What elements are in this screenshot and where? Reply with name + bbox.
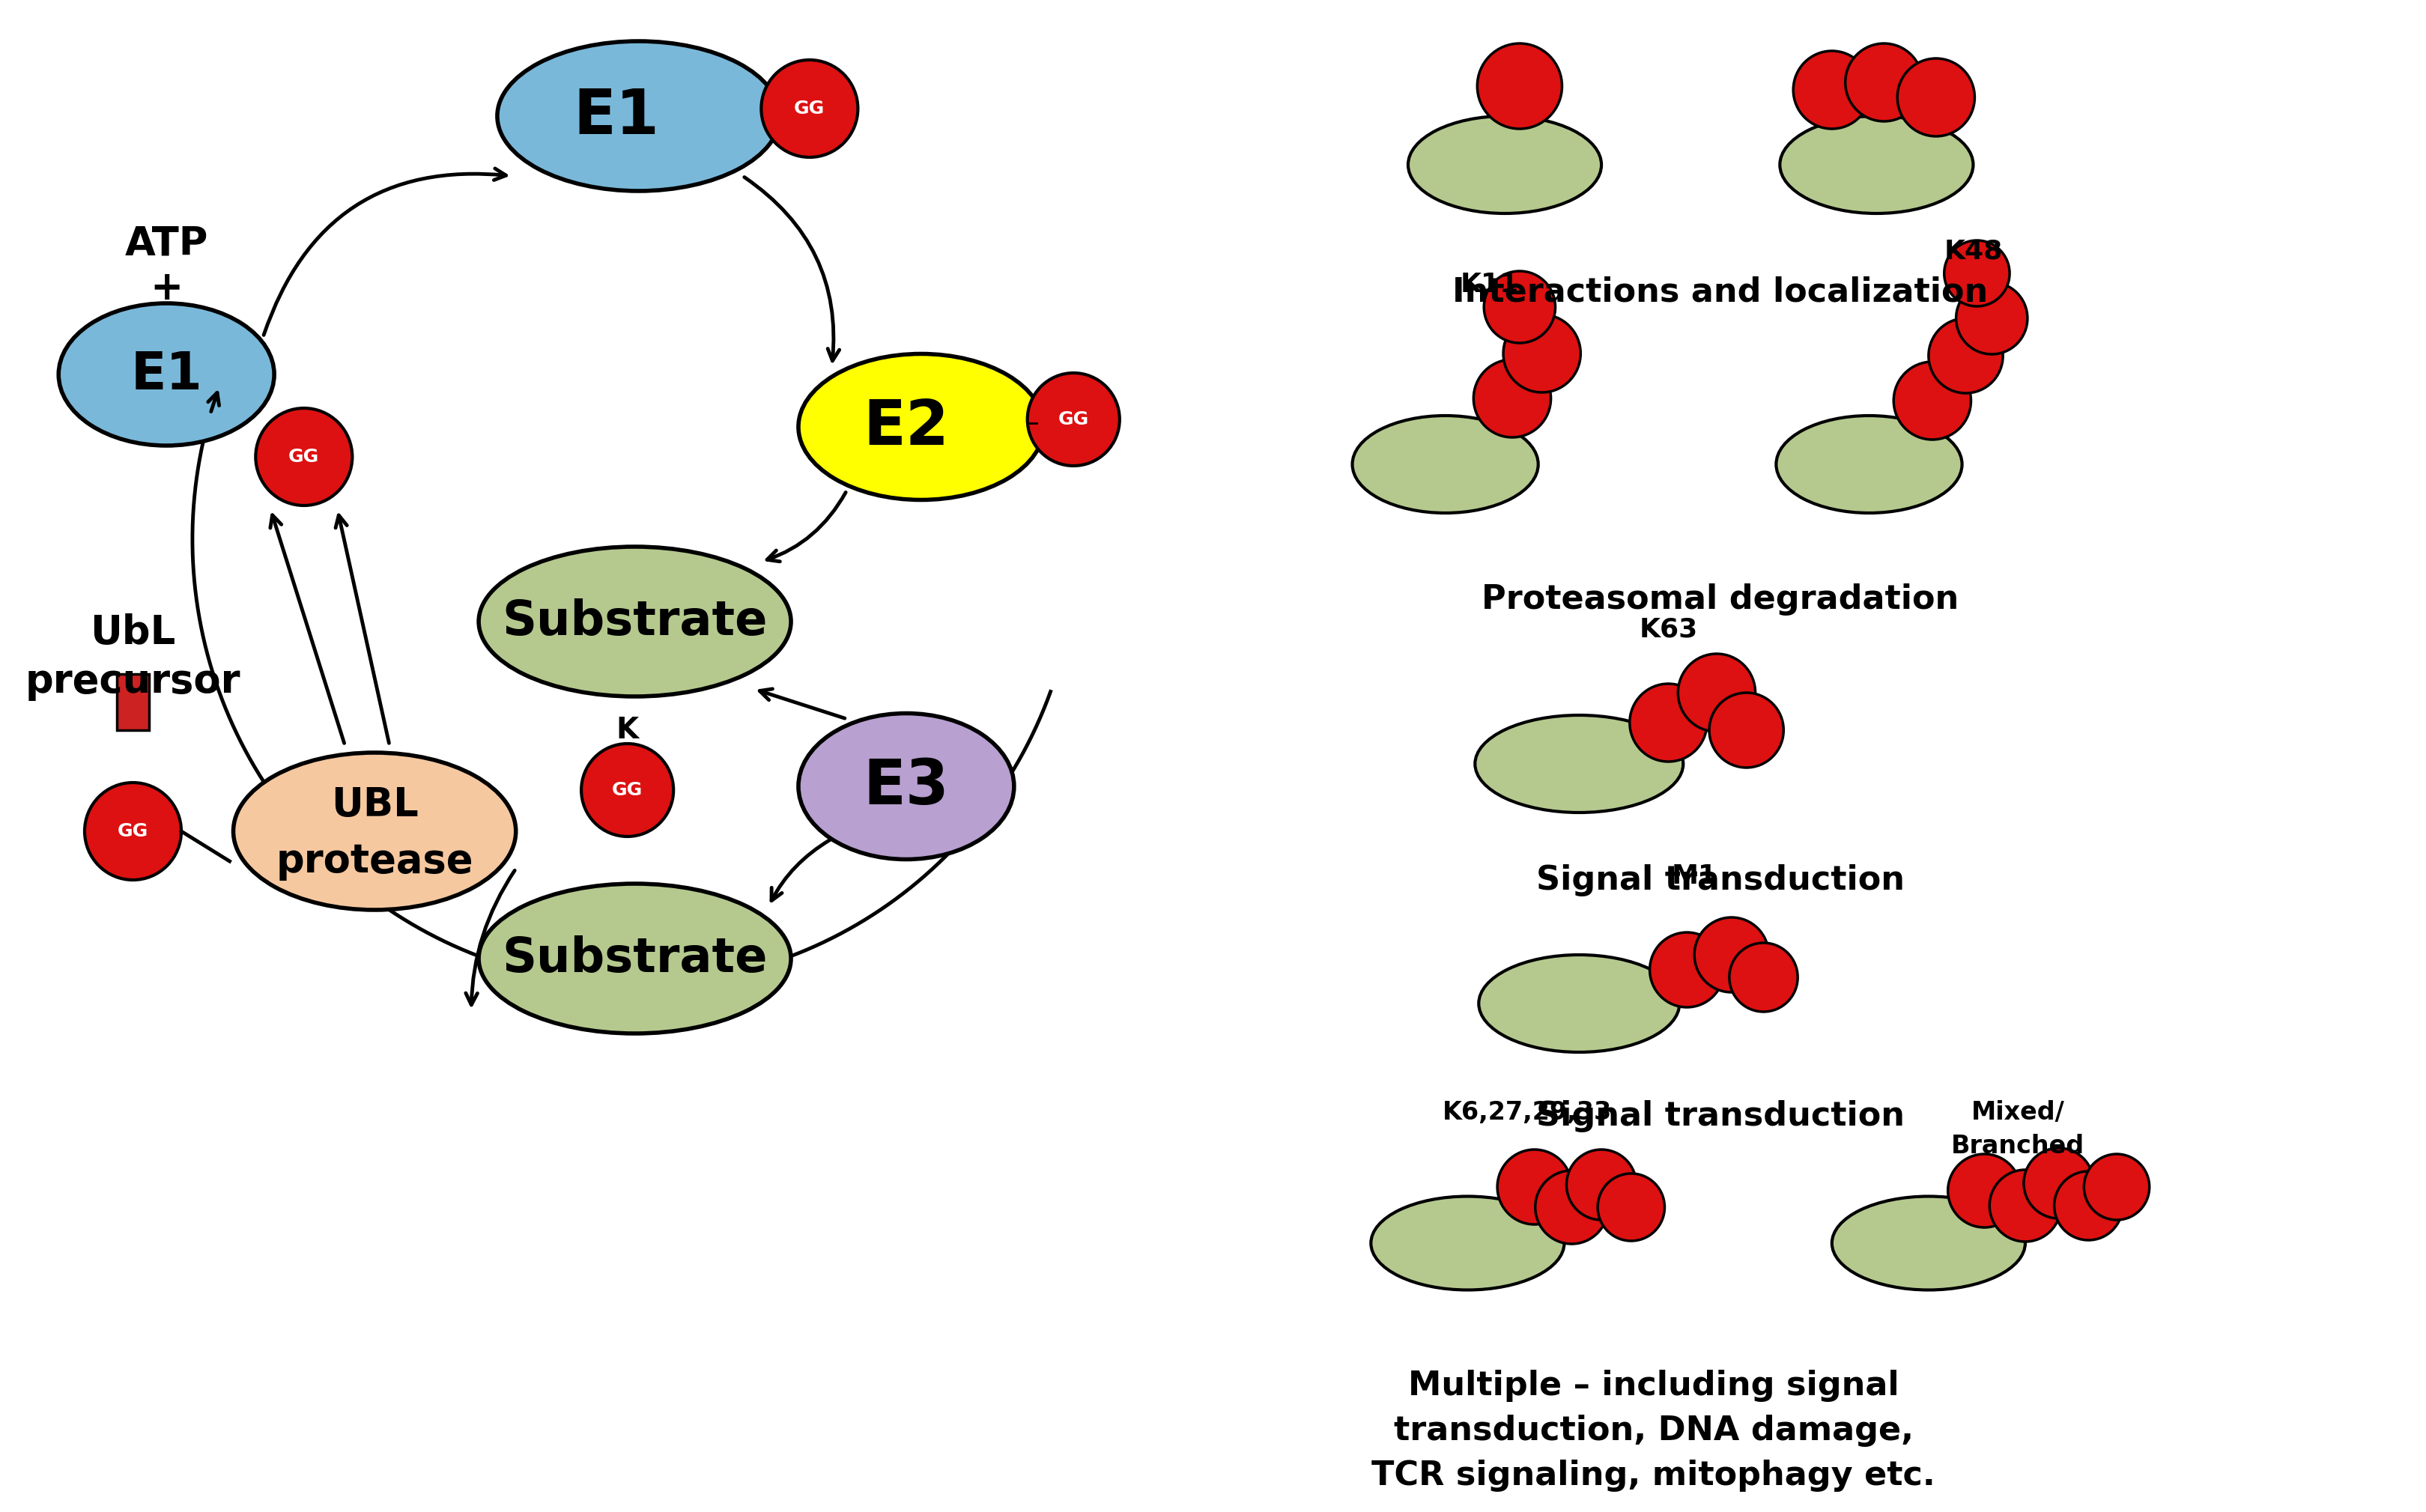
- Text: GG: GG: [793, 100, 825, 118]
- Circle shape: [255, 408, 352, 505]
- Text: protease: protease: [277, 842, 473, 880]
- Text: ATP: ATP: [124, 224, 209, 263]
- Text: Multiple – including signal: Multiple – including signal: [1407, 1370, 1900, 1402]
- Ellipse shape: [478, 547, 791, 697]
- Circle shape: [1679, 653, 1756, 732]
- Text: Signal transduction: Signal transduction: [1536, 1099, 1904, 1132]
- Text: Substrate: Substrate: [502, 936, 767, 981]
- Circle shape: [1567, 1149, 1638, 1220]
- Ellipse shape: [798, 354, 1043, 500]
- Circle shape: [1989, 1170, 2062, 1241]
- Circle shape: [85, 783, 182, 880]
- Circle shape: [2084, 1154, 2149, 1220]
- Circle shape: [1943, 240, 2009, 307]
- Circle shape: [1630, 683, 1708, 762]
- Text: GG: GG: [1058, 410, 1089, 428]
- Circle shape: [1710, 692, 1783, 768]
- Ellipse shape: [1371, 1196, 1565, 1290]
- Circle shape: [1477, 44, 1562, 129]
- Text: K11: K11: [1460, 272, 1519, 298]
- Circle shape: [1897, 59, 1975, 136]
- Circle shape: [1846, 44, 1924, 121]
- Text: K6,27,29,33: K6,27,29,33: [1443, 1099, 1611, 1125]
- Circle shape: [1693, 918, 1769, 992]
- FancyArrowPatch shape: [466, 871, 514, 1005]
- Text: GG: GG: [116, 823, 148, 841]
- Text: E2: E2: [864, 396, 949, 457]
- Ellipse shape: [497, 41, 779, 191]
- Ellipse shape: [1475, 715, 1684, 812]
- Circle shape: [582, 744, 674, 836]
- Circle shape: [2023, 1148, 2094, 1219]
- Circle shape: [1955, 283, 2028, 354]
- Ellipse shape: [1351, 416, 1538, 513]
- Circle shape: [1895, 361, 1970, 440]
- Text: transduction, DNA damage,: transduction, DNA damage,: [1393, 1414, 1914, 1447]
- Ellipse shape: [58, 304, 274, 446]
- Text: Substrate: Substrate: [502, 599, 767, 644]
- Circle shape: [1793, 51, 1870, 129]
- Circle shape: [1497, 1149, 1572, 1225]
- Ellipse shape: [233, 753, 517, 910]
- Text: Signal transduction: Signal transduction: [1536, 863, 1904, 897]
- Circle shape: [1536, 1170, 1608, 1244]
- Text: E1: E1: [573, 86, 660, 147]
- Text: +: +: [150, 269, 182, 308]
- Circle shape: [1929, 319, 2004, 393]
- FancyArrowPatch shape: [771, 839, 830, 901]
- Circle shape: [762, 60, 859, 157]
- Circle shape: [1485, 271, 1555, 343]
- Text: K: K: [616, 717, 638, 744]
- Circle shape: [1473, 360, 1550, 437]
- Text: M1: M1: [1672, 863, 1718, 889]
- Ellipse shape: [1407, 116, 1601, 213]
- Text: precursor: precursor: [24, 662, 240, 702]
- Text: Branched: Branched: [1951, 1134, 2084, 1158]
- Text: Interactions and localization: Interactions and localization: [1453, 277, 1989, 308]
- Circle shape: [1599, 1173, 1664, 1241]
- FancyArrowPatch shape: [264, 168, 507, 336]
- Text: GG: GG: [289, 448, 320, 466]
- Ellipse shape: [1781, 116, 1972, 213]
- Ellipse shape: [1480, 956, 1679, 1052]
- Circle shape: [1650, 933, 1725, 1007]
- Circle shape: [1029, 373, 1121, 466]
- Text: K63: K63: [1640, 617, 1698, 641]
- FancyArrowPatch shape: [745, 177, 839, 361]
- Text: Mixed/: Mixed/: [1970, 1099, 2065, 1125]
- Text: TCR signaling, mitophagy etc.: TCR signaling, mitophagy etc.: [1371, 1459, 1936, 1491]
- Text: UBL: UBL: [330, 786, 417, 824]
- Circle shape: [2055, 1172, 2123, 1240]
- FancyArrowPatch shape: [767, 493, 847, 561]
- Text: GG: GG: [611, 782, 643, 798]
- Ellipse shape: [798, 714, 1014, 859]
- Ellipse shape: [478, 883, 791, 1034]
- Text: K48: K48: [1943, 239, 2001, 263]
- Circle shape: [1504, 314, 1582, 393]
- Text: E1: E1: [131, 349, 201, 399]
- FancyBboxPatch shape: [116, 674, 150, 730]
- Text: Proteasomal degradation: Proteasomal degradation: [1482, 584, 1960, 615]
- Text: E3: E3: [864, 756, 949, 816]
- Ellipse shape: [1832, 1196, 2026, 1290]
- Circle shape: [1730, 943, 1798, 1012]
- Circle shape: [1948, 1154, 2021, 1228]
- Ellipse shape: [1776, 416, 1963, 513]
- Text: UbL: UbL: [90, 614, 175, 652]
